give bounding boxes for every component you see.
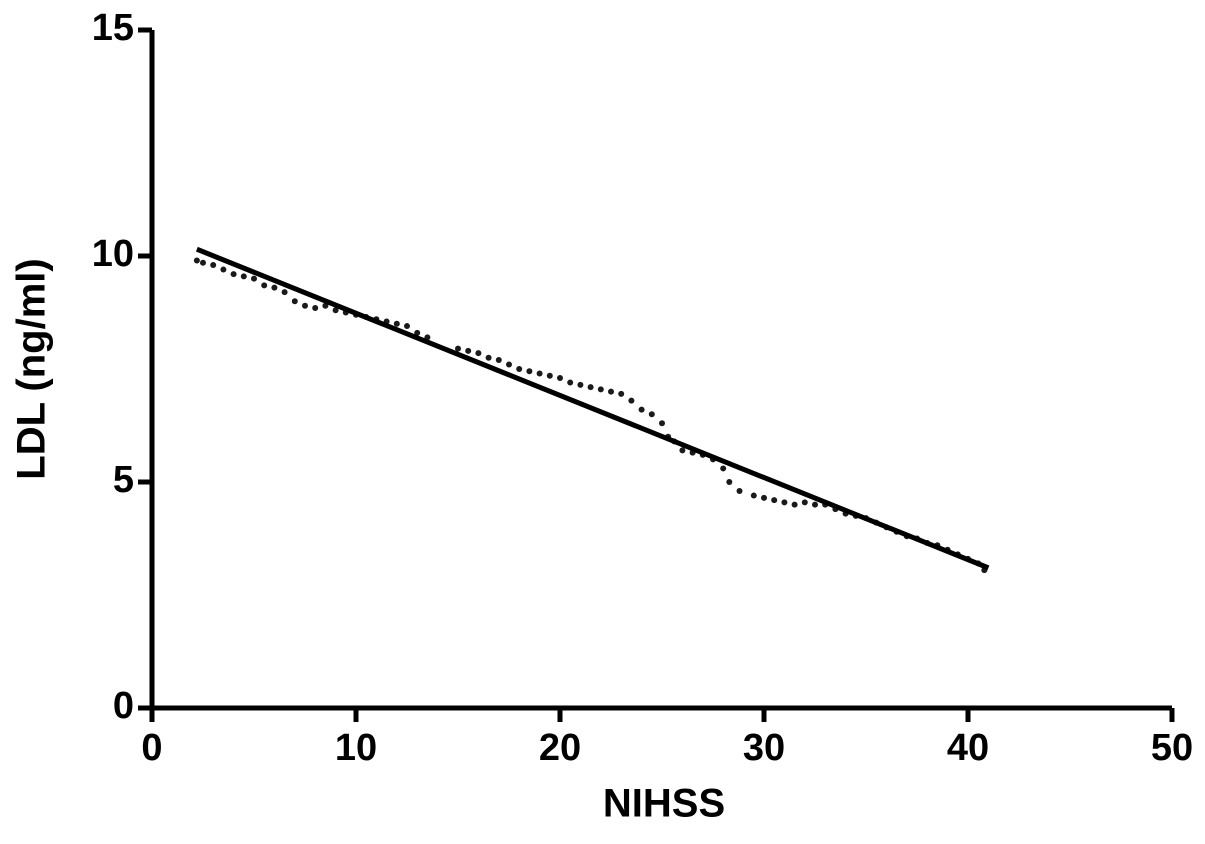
data-point [526,368,533,375]
data-point [801,499,808,506]
data-point [261,282,268,289]
data-point [781,499,788,506]
data-point [312,304,319,311]
data-point [761,494,767,501]
data-point [210,262,217,269]
x-tick-label: 30 [743,727,785,769]
data-point [597,386,604,393]
data-point [720,465,727,472]
fit-line [195,246,990,571]
data-point [465,347,472,354]
y-tick-label: 0 [113,685,134,727]
data-point [251,275,257,282]
data-point [193,257,200,264]
data-point [240,273,247,280]
data-point [812,501,818,508]
y-tick-label: 5 [113,459,134,501]
data-point [404,323,410,330]
data-point [291,298,298,305]
y-axis-label: LDL (ng/ml) [10,258,54,479]
data-point [679,447,686,454]
data-point [475,350,482,357]
data-point [557,375,563,382]
y-tick-label: 10 [92,233,134,275]
data-point [393,320,400,327]
data-point [648,411,655,418]
x-tick-label: 20 [539,727,581,769]
data-point [302,302,308,309]
data-point [659,420,665,427]
data-point [750,492,757,499]
data-point [485,354,492,361]
data-point [618,390,625,397]
data-point [271,284,278,291]
data-point [536,370,543,377]
data-point [414,329,421,336]
data-point [332,307,339,314]
data-point [587,384,594,391]
data-point [628,397,635,404]
data-point [771,497,778,504]
x-tick-label: 10 [335,727,377,769]
x-tick-label: 50 [1151,727,1193,769]
data-point [638,406,645,413]
data-point [608,388,614,395]
data-point [726,479,733,485]
data-point [200,259,206,266]
data-point [577,381,584,388]
x-tick-label: 40 [947,727,989,769]
data-point [495,356,502,363]
data-point [567,379,574,386]
data-point [516,366,523,372]
x-tick-label: 0 [141,727,162,769]
data-point [546,372,553,379]
data-point [220,266,227,273]
x-axis-label: NIHSS [603,782,725,826]
data-point [455,345,461,352]
data-point [230,271,237,278]
data-point [506,361,512,368]
data-point [736,488,743,495]
data-point [791,501,798,508]
y-tick-label: 15 [92,7,134,49]
data-point [281,289,288,296]
